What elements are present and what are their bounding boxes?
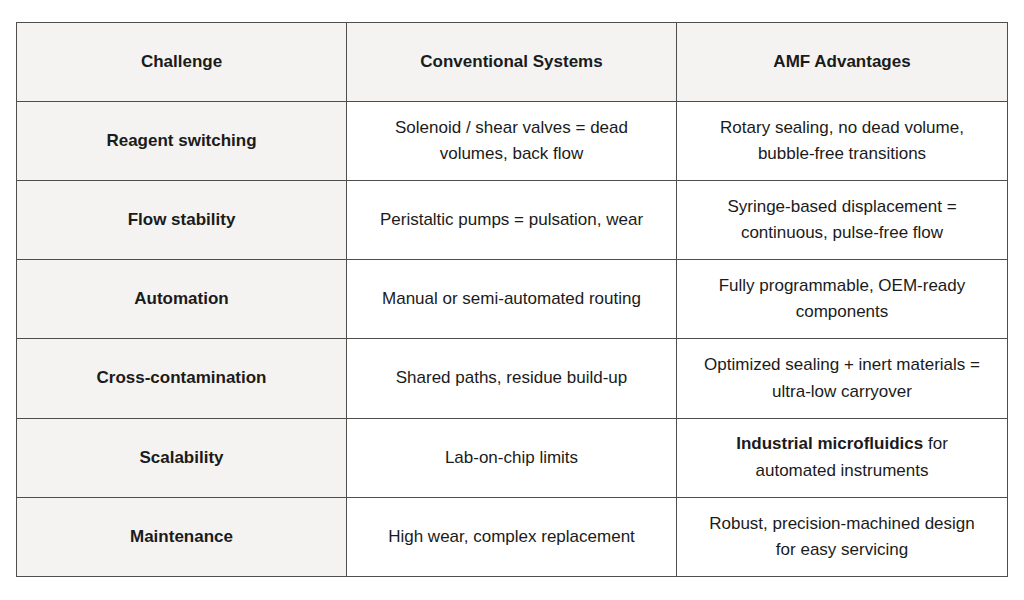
- header-row: Challenge Conventional Systems AMF Advan…: [17, 23, 1008, 102]
- amf-text-part: Robust, precision-machined design for ea…: [709, 514, 975, 559]
- amf-text-part: Syringe-based displacement = continuous,…: [727, 197, 956, 242]
- amf-text-part: Fully programmable, OEM-ready components: [719, 276, 966, 321]
- conventional-cell: High wear, complex replacement: [347, 497, 677, 576]
- amf-cell: Optimized sealing + inert materials = ul…: [677, 339, 1008, 418]
- amf-cell: Robust, precision-machined design for ea…: [677, 497, 1008, 576]
- table-row: Cross-contaminationShared paths, residue…: [17, 339, 1008, 418]
- conventional-cell: Solenoid / shear valves = dead volumes, …: [347, 102, 677, 181]
- conventional-cell: Peristaltic pumps = pulsation, wear: [347, 181, 677, 260]
- amf-cell: Industrial microfluidics for automated i…: [677, 418, 1008, 497]
- table-body: Reagent switchingSolenoid / shear valves…: [17, 102, 1008, 577]
- conventional-cell: Manual or semi-automated routing: [347, 260, 677, 339]
- amf-text-part: Industrial microfluidics: [736, 434, 923, 453]
- amf-cell: Fully programmable, OEM-ready components: [677, 260, 1008, 339]
- challenge-cell: Reagent switching: [17, 102, 347, 181]
- amf-cell: Rotary sealing, no dead volume, bubble-f…: [677, 102, 1008, 181]
- amf-text-part: Optimized sealing + inert materials = ul…: [704, 355, 980, 400]
- amf-cell: Syringe-based displacement = continuous,…: [677, 181, 1008, 260]
- conventional-cell: Lab-on-chip limits: [347, 418, 677, 497]
- table-header: Challenge Conventional Systems AMF Advan…: [17, 23, 1008, 102]
- header-challenge: Challenge: [17, 23, 347, 102]
- table-row: MaintenanceHigh wear, complex replacemen…: [17, 497, 1008, 576]
- table-row: Reagent switchingSolenoid / shear valves…: [17, 102, 1008, 181]
- challenge-cell: Automation: [17, 260, 347, 339]
- challenge-cell: Scalability: [17, 418, 347, 497]
- challenge-cell: Cross-contamination: [17, 339, 347, 418]
- challenge-cell: Maintenance: [17, 497, 347, 576]
- table-row: ScalabilityLab-on-chip limitsIndustrial …: [17, 418, 1008, 497]
- header-amf-advantages: AMF Advantages: [677, 23, 1008, 102]
- header-conventional-systems: Conventional Systems: [347, 23, 677, 102]
- table-row: AutomationManual or semi-automated routi…: [17, 260, 1008, 339]
- table-row: Flow stabilityPeristaltic pumps = pulsat…: [17, 181, 1008, 260]
- comparison-table: Challenge Conventional Systems AMF Advan…: [16, 22, 1008, 577]
- page: Challenge Conventional Systems AMF Advan…: [0, 0, 1024, 600]
- challenge-cell: Flow stability: [17, 181, 347, 260]
- conventional-cell: Shared paths, residue build-up: [347, 339, 677, 418]
- amf-text-part: Rotary sealing, no dead volume, bubble-f…: [720, 118, 964, 163]
